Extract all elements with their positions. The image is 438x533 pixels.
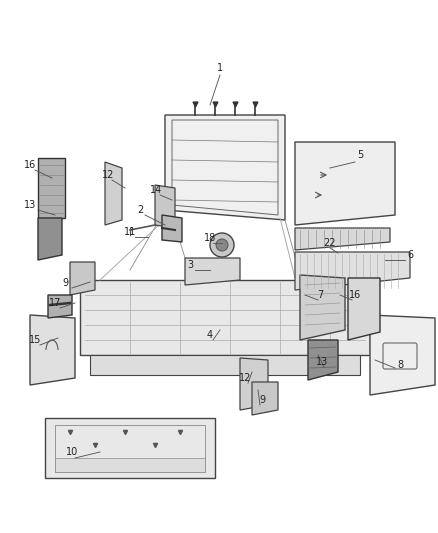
Polygon shape xyxy=(155,185,175,228)
Text: 7: 7 xyxy=(317,290,323,300)
Text: 12: 12 xyxy=(102,170,114,180)
Polygon shape xyxy=(295,142,395,225)
Circle shape xyxy=(216,239,228,251)
Text: 9: 9 xyxy=(62,278,68,288)
Text: 13: 13 xyxy=(316,357,328,367)
Polygon shape xyxy=(295,252,410,290)
Polygon shape xyxy=(30,315,75,385)
Text: 18: 18 xyxy=(204,233,216,243)
Text: 3: 3 xyxy=(187,260,193,270)
Polygon shape xyxy=(165,115,285,220)
Polygon shape xyxy=(80,280,370,355)
Text: 6: 6 xyxy=(407,250,413,260)
Polygon shape xyxy=(308,340,338,380)
Text: 13: 13 xyxy=(24,200,36,210)
Polygon shape xyxy=(45,418,215,478)
Polygon shape xyxy=(370,315,435,395)
Polygon shape xyxy=(70,262,95,295)
Text: 8: 8 xyxy=(397,360,403,370)
Polygon shape xyxy=(348,278,380,340)
Polygon shape xyxy=(185,258,240,285)
Text: 14: 14 xyxy=(150,185,162,195)
Polygon shape xyxy=(38,158,65,218)
Text: 10: 10 xyxy=(66,447,78,457)
Text: 4: 4 xyxy=(207,330,213,340)
Text: 5: 5 xyxy=(357,150,363,160)
Text: 1: 1 xyxy=(217,63,223,73)
Text: 16: 16 xyxy=(24,160,36,170)
Circle shape xyxy=(210,233,234,257)
Text: 15: 15 xyxy=(29,335,41,345)
Polygon shape xyxy=(48,295,72,318)
Text: 2: 2 xyxy=(137,205,143,215)
Polygon shape xyxy=(240,358,268,410)
Text: 17: 17 xyxy=(49,298,61,308)
Text: 16: 16 xyxy=(349,290,361,300)
Text: 12: 12 xyxy=(239,373,251,383)
Polygon shape xyxy=(295,228,390,250)
Polygon shape xyxy=(55,458,205,472)
Text: 11: 11 xyxy=(124,227,136,237)
Polygon shape xyxy=(300,275,345,340)
Polygon shape xyxy=(38,218,62,260)
Polygon shape xyxy=(252,382,278,415)
Polygon shape xyxy=(90,355,360,375)
Polygon shape xyxy=(162,215,182,242)
Text: 9: 9 xyxy=(259,395,265,405)
Text: 22: 22 xyxy=(324,238,336,248)
Polygon shape xyxy=(105,162,122,225)
